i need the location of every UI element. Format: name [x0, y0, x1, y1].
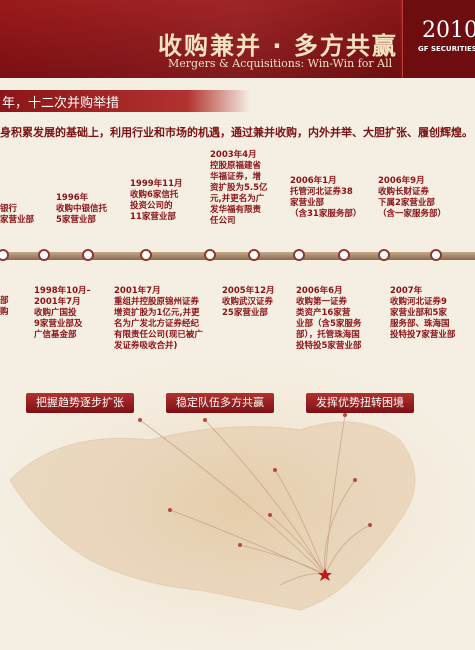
event-bottom: 2006年6月 收购第一证券 类资产16家营 业部（含5家服务 部），托管珠海国 投特投5… [296, 286, 362, 351]
event-bottom: 1998年10月– 2001年7月 收购广国投 9家营业部及 广信基金部 [34, 286, 91, 340]
event-top: 银行 家营业部 [0, 204, 35, 225]
timeline-dot [82, 249, 94, 261]
year-box [402, 0, 475, 78]
section-heading: 年，十二次并购举措 [2, 96, 120, 111]
timeline-dot [140, 249, 152, 261]
strategy-pill-stable: 稳定队伍多方共赢 [166, 393, 274, 413]
timeline-dot [38, 249, 50, 261]
event-top: 1996年 收购中银信托 5家营业部 [56, 193, 108, 225]
event-top: 1999年11月 收购6家信托 投资公司的 11家营业部 [130, 179, 183, 222]
timeline-dot [293, 249, 305, 261]
strategy-pill-expand: 把握趋势逐步扩张 [26, 393, 134, 413]
event-bottom: 2001年7月 重组并控股原锦州证券 增资扩股为1亿元,并更 名为广发北方证券经纪 有限… [114, 286, 203, 351]
timeline-dot [338, 249, 350, 261]
timeline-dot [430, 249, 442, 261]
page-title: 收购兼并 · 多方共赢 [158, 32, 398, 60]
intro-text: 身积累发展的基础上，利用行业和市场的机遇，通过兼并收购，内外并举、大胆扩张、履创… [0, 126, 473, 139]
event-bottom: 2005年12月 收购武汉证券 25家营业部 [222, 286, 275, 318]
event-top: 2003年4月 控股原福建省 华福证券，增 资扩股为5.5亿 元,并更名为广 发华福有限责… [210, 150, 268, 226]
timeline-dot [378, 249, 390, 261]
event-top: 2006年9月 收购长财证券 下属2家营业部 （含一家服务部） [378, 176, 447, 219]
timeline-dot [204, 249, 216, 261]
event-top: 2006年1月 托管河北证券38 家营业部 （含31家服务部） [290, 176, 362, 219]
company-label: GF SECURITIES [418, 45, 475, 53]
strategy-pill-turnaround: 发挥优势扭转困境 [306, 393, 414, 413]
header-shade [0, 0, 400, 78]
section-heading-bar [0, 90, 250, 112]
event-bottom: 部购 [0, 296, 9, 317]
year-label: 2010 [422, 18, 475, 43]
header-banner [0, 0, 475, 78]
timeline-axis [0, 252, 475, 260]
event-bottom: 2007年 收购河北证券9 家营业部和5家 服务部、珠海国 投特投7家营业部 [390, 286, 456, 340]
timeline-dot [0, 249, 9, 261]
timeline-dot [248, 249, 260, 261]
page-subtitle: Mergers & Acquisitions: Win-Win for All [168, 57, 393, 70]
